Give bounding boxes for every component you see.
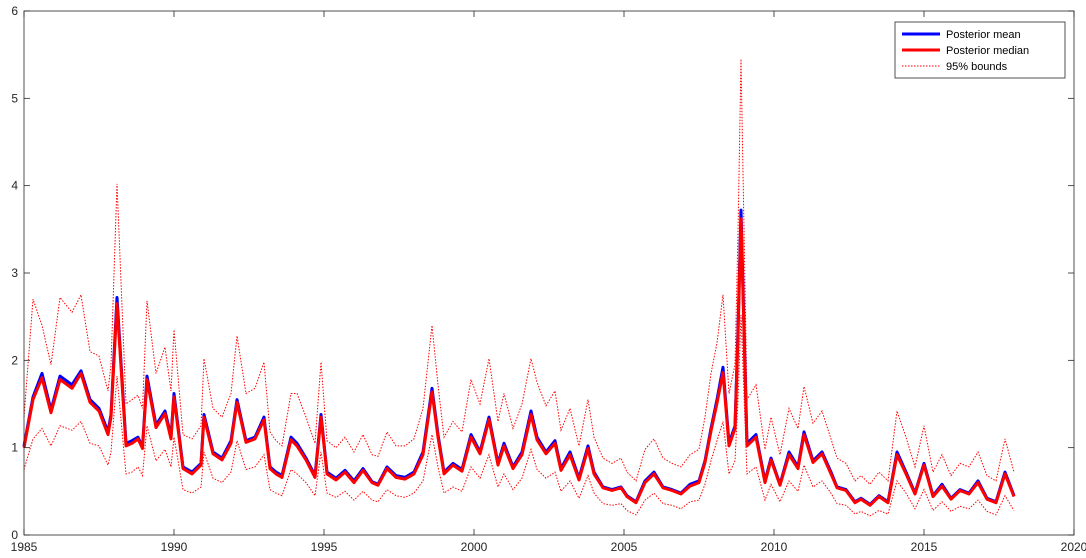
y-tick-label: 6 [11, 4, 18, 18]
x-tick-label: 2005 [611, 540, 638, 554]
x-tick-label: 1990 [161, 540, 188, 554]
series-posterior-median [22, 217, 1016, 507]
y-tick-label: 0 [11, 528, 18, 542]
series-lower-bound [23, 314, 1015, 517]
y-tick-label: 3 [11, 266, 18, 280]
x-tick-label: 1995 [311, 540, 338, 554]
series-layer [22, 58, 1016, 517]
x-tick-label: 2015 [911, 540, 938, 554]
series-upper-bound [23, 58, 1015, 486]
axes-layer: 1985 1990 1995 2000 2005 2010 2015 2020 0 1 2 3 4 5 6 [11, 4, 1086, 554]
legend-label-mean: Posterior mean [946, 29, 1021, 41]
legend-label-bounds: 95% bounds [946, 61, 1008, 73]
y-tick-label: 5 [11, 91, 18, 105]
y-tick-label: 4 [11, 179, 18, 193]
x-tick-label: 2010 [761, 540, 788, 554]
legend-label-median: Posterior median [946, 45, 1029, 57]
x-tick-label: 2020 [1061, 540, 1086, 554]
legend: Posterior mean Posterior median 95% boun… [894, 21, 1066, 79]
x-tick-label: 1985 [11, 540, 38, 554]
x-tick-label: 2000 [461, 540, 488, 554]
y-tick-label: 1 [11, 441, 18, 455]
y-tick-label: 2 [11, 353, 18, 367]
